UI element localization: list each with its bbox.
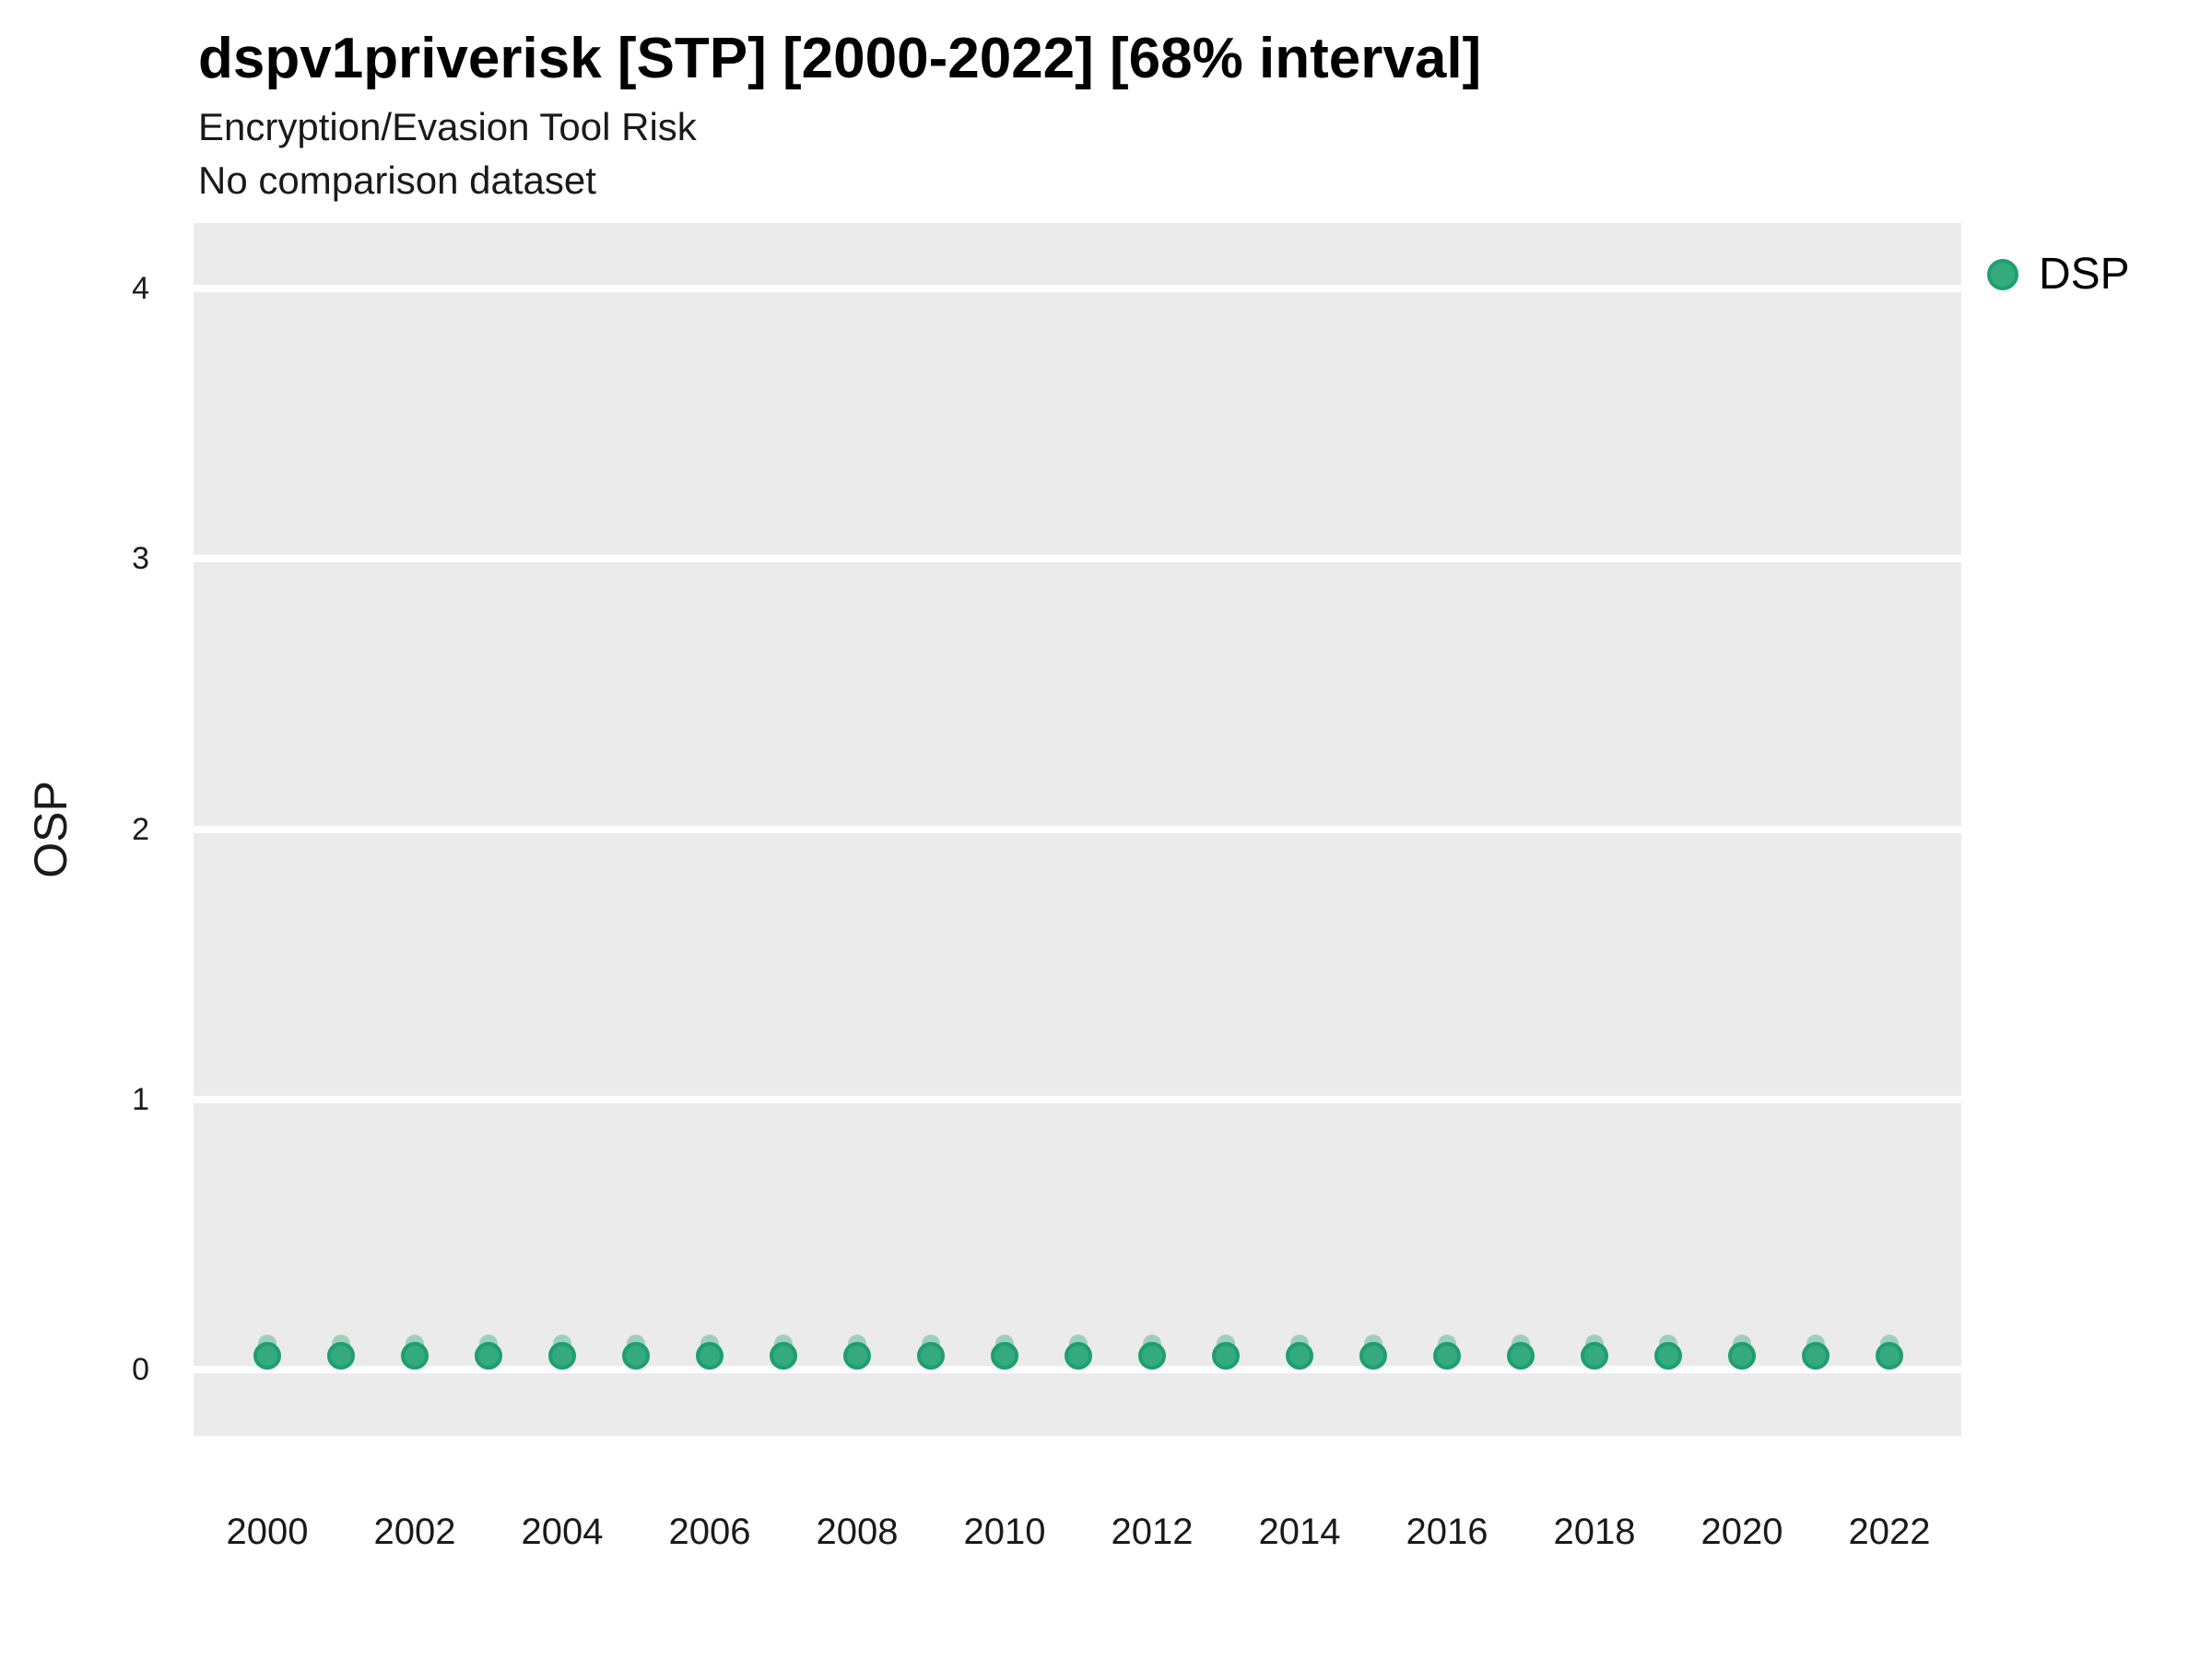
gridline-y-1 xyxy=(194,1095,1961,1103)
data-point-2007 xyxy=(770,1342,797,1371)
x-tick-label-2004: 2004 xyxy=(521,1512,604,1552)
x-tick-label-2022: 2022 xyxy=(1848,1512,1931,1552)
gridline-y-2 xyxy=(194,825,1961,833)
y-tick-label-0: 0 xyxy=(132,1352,149,1387)
chart-subtitle: Encryption/Evasion Tool Risk xyxy=(198,105,697,148)
data-point-2006 xyxy=(696,1342,724,1371)
x-tick-label-2006: 2006 xyxy=(668,1512,751,1552)
x-tick-label-2018: 2018 xyxy=(1553,1512,1636,1552)
data-point-2003 xyxy=(475,1342,502,1371)
legend: DSP xyxy=(1987,251,2130,299)
data-point-2009 xyxy=(917,1342,945,1371)
data-point-2002 xyxy=(401,1342,429,1371)
y-tick-label-1: 1 xyxy=(132,1081,149,1117)
gridline-y-4 xyxy=(194,285,1961,292)
data-point-2018 xyxy=(1581,1342,1608,1371)
data-point-2010 xyxy=(991,1342,1018,1371)
plot-panel xyxy=(194,223,1961,1436)
x-tick-label-2012: 2012 xyxy=(1111,1512,1194,1552)
data-point-2012 xyxy=(1138,1342,1166,1371)
data-point-2015 xyxy=(1359,1342,1387,1371)
x-tick-label-2002: 2002 xyxy=(373,1512,456,1552)
chart-note: No comparison dataset xyxy=(198,159,596,202)
data-point-2005 xyxy=(622,1342,650,1371)
data-point-2008 xyxy=(843,1342,871,1371)
data-point-2013 xyxy=(1212,1342,1240,1371)
data-point-2004 xyxy=(548,1342,576,1371)
x-tick-label-2000: 2000 xyxy=(226,1512,309,1552)
y-tick-label-3: 3 xyxy=(132,541,149,577)
chart-title: dspv1priverisk [STP] [2000-2022] [68% in… xyxy=(198,27,1482,90)
data-point-2014 xyxy=(1286,1342,1313,1371)
x-tick-label-2014: 2014 xyxy=(1258,1512,1341,1552)
legend-item-label: DSP xyxy=(2039,250,2130,299)
data-point-2000 xyxy=(253,1342,281,1371)
x-tick-label-2020: 2020 xyxy=(1700,1512,1783,1552)
data-point-2019 xyxy=(1654,1342,1682,1371)
y-tick-label-2: 2 xyxy=(132,811,149,847)
data-point-2016 xyxy=(1433,1342,1461,1371)
data-point-2022 xyxy=(1876,1342,1903,1371)
data-point-2021 xyxy=(1802,1342,1830,1371)
data-point-2001 xyxy=(327,1342,355,1371)
x-tick-label-2016: 2016 xyxy=(1406,1512,1488,1552)
y-tick-label-4: 4 xyxy=(132,271,149,306)
x-tick-label-2008: 2008 xyxy=(816,1512,899,1552)
gridline-y-3 xyxy=(194,555,1961,563)
data-point-2011 xyxy=(1065,1342,1092,1371)
data-point-2017 xyxy=(1507,1342,1535,1371)
legend-dot-icon xyxy=(1987,259,2018,290)
data-point-2020 xyxy=(1728,1342,1756,1371)
x-tick-label-2010: 2010 xyxy=(963,1512,1046,1552)
